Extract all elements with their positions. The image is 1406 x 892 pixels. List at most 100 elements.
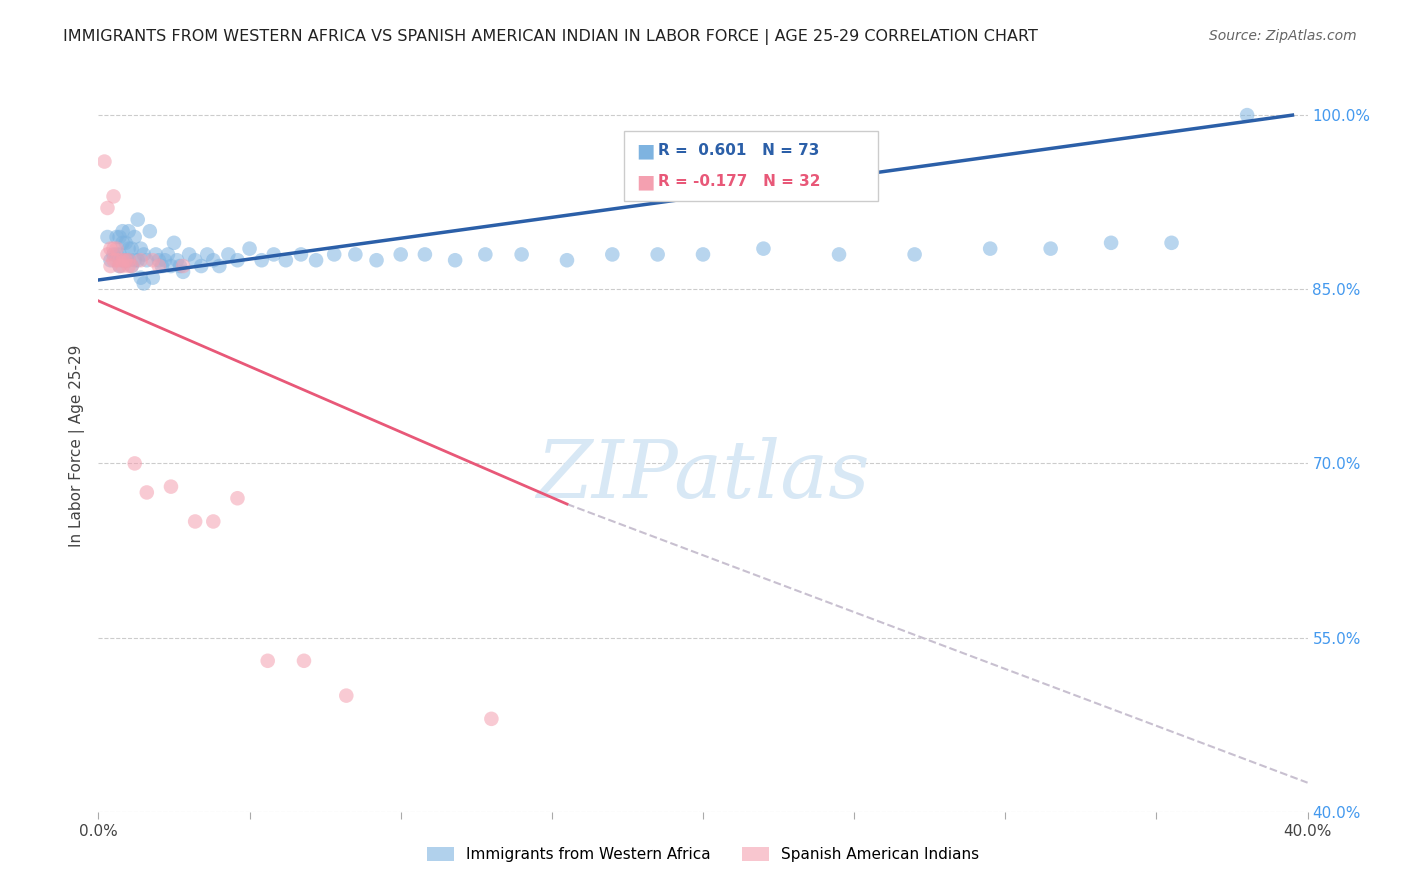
- Point: [323, 247, 346, 261]
- Point: [335, 689, 357, 703]
- Point: [135, 485, 157, 500]
- Text: Source: ZipAtlas.com: Source: ZipAtlas.com: [1209, 29, 1357, 43]
- Point: [202, 253, 225, 268]
- Point: [160, 259, 183, 273]
- Point: [118, 224, 141, 238]
- Point: [118, 253, 141, 268]
- Point: [105, 242, 128, 256]
- Point: [292, 654, 315, 668]
- Point: [96, 247, 118, 261]
- Point: [202, 515, 225, 529]
- Point: [389, 247, 412, 261]
- Point: [148, 259, 170, 273]
- Point: [510, 247, 533, 261]
- Point: [114, 253, 136, 268]
- Point: [1099, 235, 1122, 250]
- Text: ZIPatlas: ZIPatlas: [536, 436, 870, 514]
- Point: [111, 259, 134, 273]
- Point: [1160, 235, 1182, 250]
- Point: [169, 259, 191, 273]
- Point: [208, 259, 231, 273]
- Point: [481, 712, 503, 726]
- Point: [305, 253, 328, 268]
- Point: [121, 259, 143, 273]
- Point: [172, 265, 194, 279]
- Point: [105, 247, 128, 261]
- Point: [103, 253, 125, 268]
- Point: [148, 253, 170, 268]
- Point: [111, 224, 134, 238]
- Point: [103, 242, 125, 256]
- Point: [274, 253, 297, 268]
- Point: [555, 253, 578, 268]
- Point: [179, 247, 201, 261]
- Text: R =  0.601   N = 73: R = 0.601 N = 73: [658, 144, 820, 159]
- Point: [474, 247, 496, 261]
- Point: [142, 253, 165, 268]
- Point: [250, 253, 273, 268]
- Point: [290, 247, 312, 261]
- Point: [226, 491, 249, 506]
- Y-axis label: In Labor Force | Age 25-29: In Labor Force | Age 25-29: [69, 345, 84, 547]
- Point: [226, 253, 249, 268]
- Point: [132, 247, 155, 261]
- Point: [105, 230, 128, 244]
- Text: R = -0.177   N = 32: R = -0.177 N = 32: [658, 174, 821, 189]
- Point: [1039, 242, 1062, 256]
- Point: [602, 247, 624, 261]
- Point: [1236, 108, 1258, 122]
- Point: [647, 247, 669, 261]
- Point: [124, 230, 146, 244]
- Point: [195, 247, 218, 261]
- Point: [153, 253, 176, 268]
- Point: [166, 253, 188, 268]
- Point: [256, 654, 278, 668]
- Point: [145, 247, 167, 261]
- Point: [121, 259, 143, 273]
- Point: [105, 253, 128, 268]
- Point: [692, 247, 714, 261]
- Point: [114, 253, 136, 268]
- Point: [93, 154, 115, 169]
- Point: [118, 242, 141, 256]
- Point: [127, 212, 149, 227]
- Point: [127, 253, 149, 268]
- Point: [100, 259, 122, 273]
- Point: [118, 259, 141, 273]
- Point: [444, 253, 467, 268]
- Text: ■: ■: [637, 142, 655, 161]
- Point: [184, 253, 207, 268]
- Point: [156, 247, 179, 261]
- Point: [160, 480, 183, 494]
- Point: [129, 242, 152, 256]
- Text: IMMIGRANTS FROM WESTERN AFRICA VS SPANISH AMERICAN INDIAN IN LABOR FORCE | AGE 2: IMMIGRANTS FROM WESTERN AFRICA VS SPANIS…: [63, 29, 1038, 45]
- Point: [108, 230, 131, 244]
- Point: [124, 253, 146, 268]
- Point: [828, 247, 851, 261]
- Point: [121, 242, 143, 256]
- Point: [96, 201, 118, 215]
- Bar: [624, 131, 879, 201]
- Point: [111, 253, 134, 268]
- Point: [129, 270, 152, 285]
- Point: [366, 253, 388, 268]
- Point: [184, 515, 207, 529]
- Point: [172, 259, 194, 273]
- Point: [190, 259, 212, 273]
- Point: [413, 247, 436, 261]
- Point: [139, 224, 162, 238]
- Point: [135, 253, 157, 268]
- Point: [108, 259, 131, 273]
- Point: [100, 242, 122, 256]
- Point: [752, 242, 775, 256]
- Legend: Immigrants from Western Africa, Spanish American Indians: Immigrants from Western Africa, Spanish …: [420, 841, 986, 868]
- Point: [979, 242, 1001, 256]
- Point: [124, 457, 146, 471]
- Text: ■: ■: [637, 172, 655, 191]
- Point: [904, 247, 927, 261]
- Point: [103, 247, 125, 261]
- Point: [142, 270, 165, 285]
- Point: [108, 247, 131, 261]
- Point: [108, 253, 131, 268]
- Point: [103, 189, 125, 203]
